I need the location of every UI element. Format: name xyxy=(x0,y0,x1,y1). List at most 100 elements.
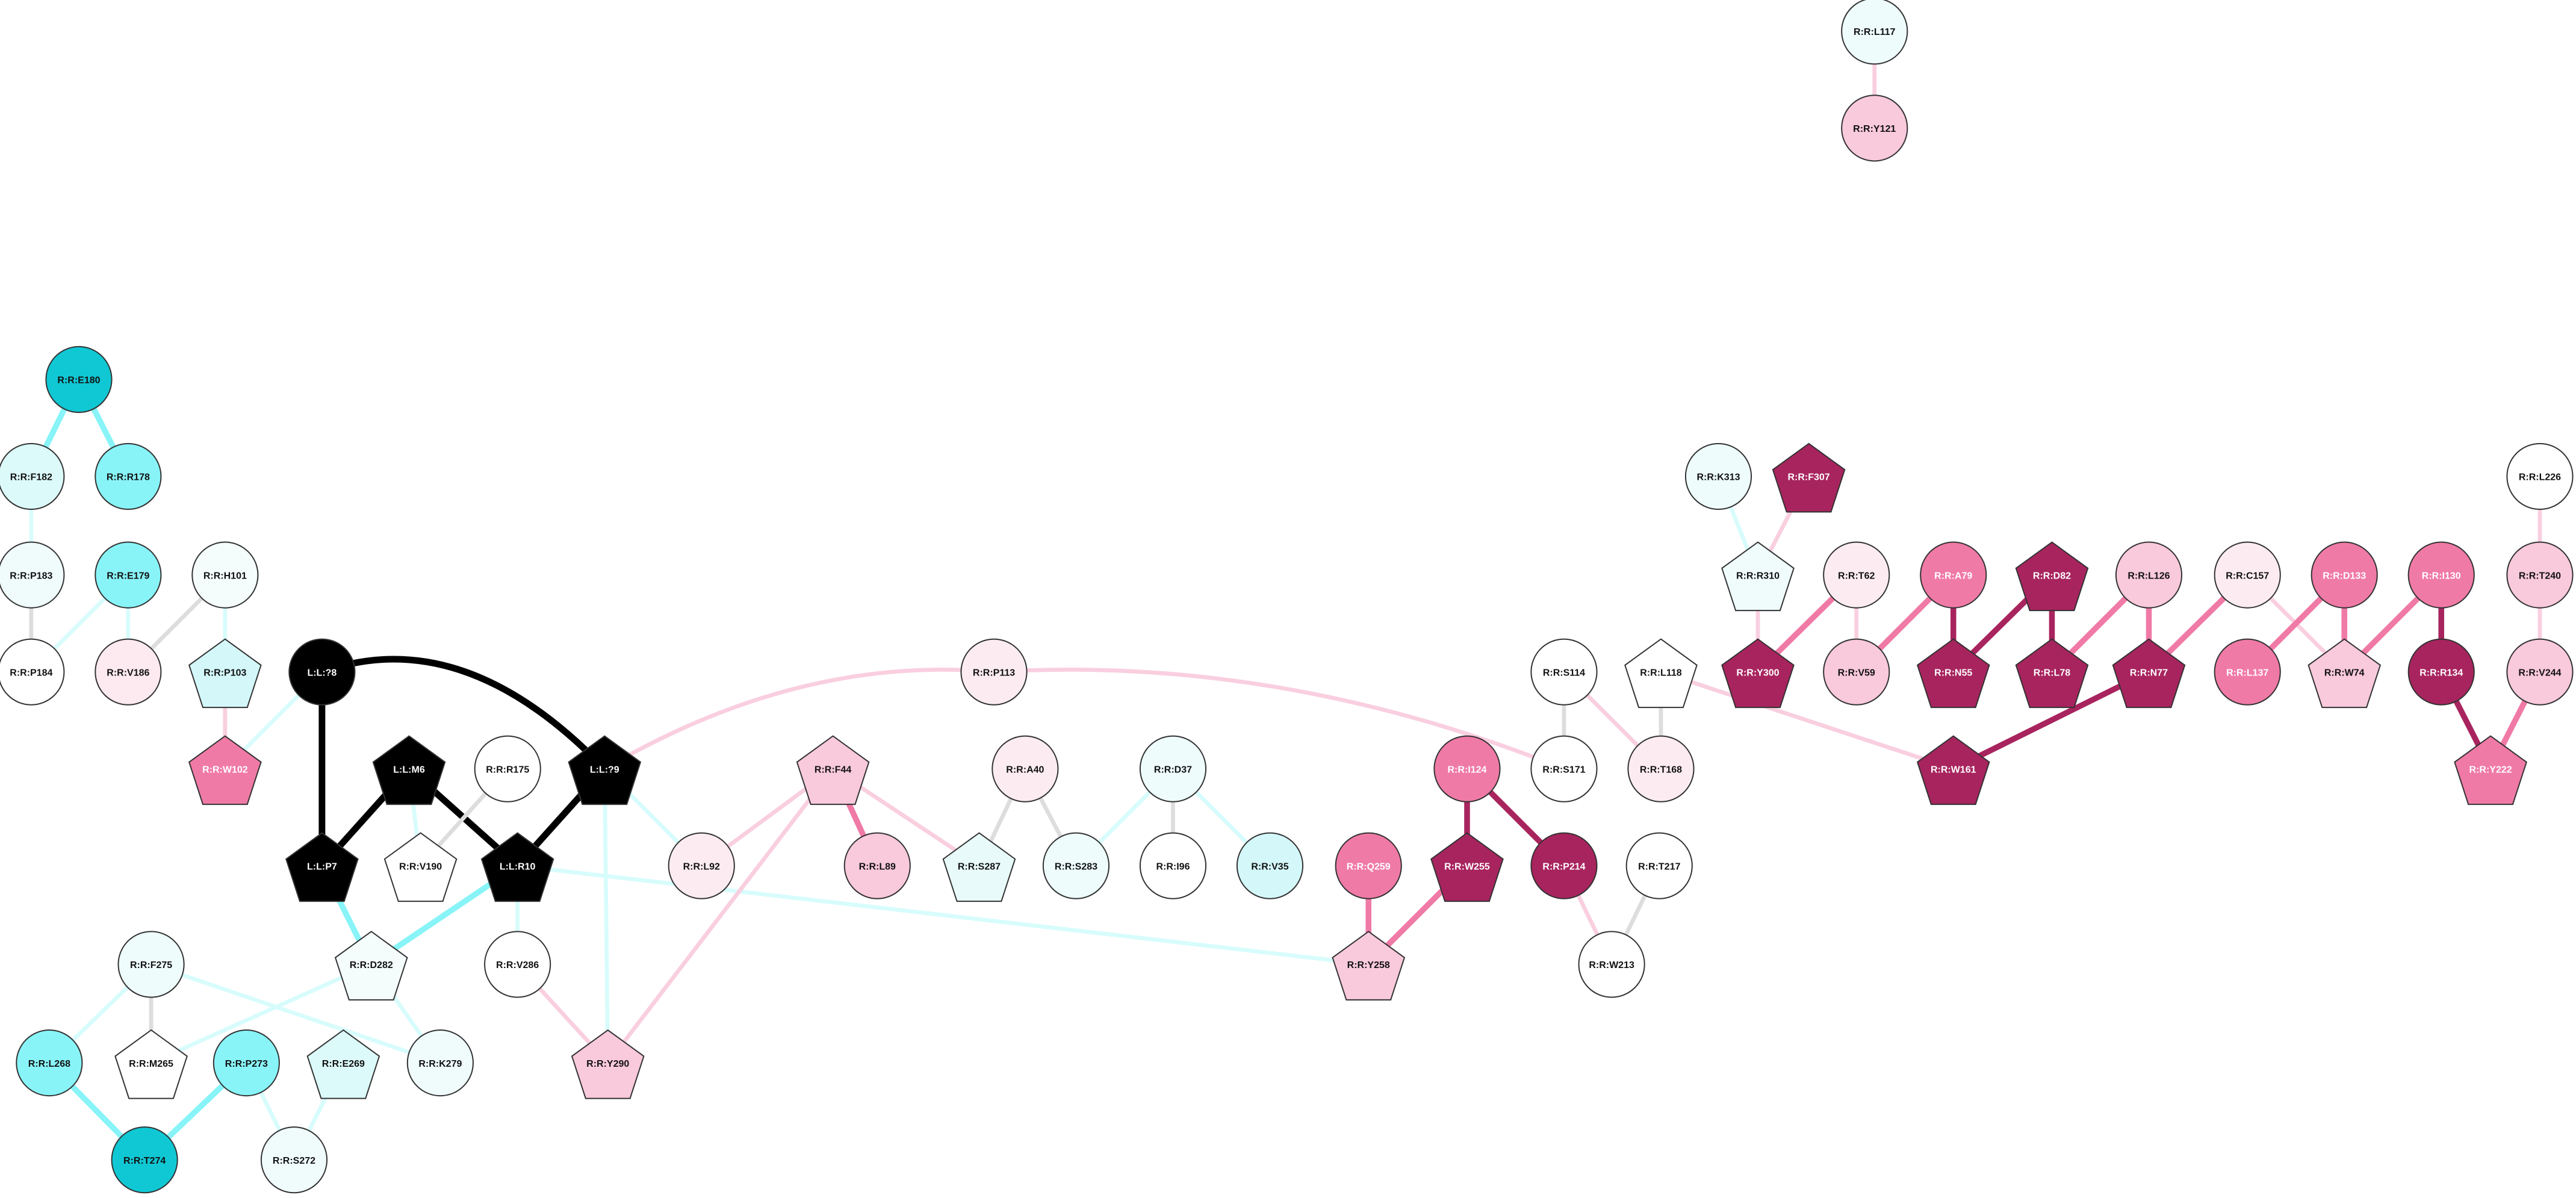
node-shape xyxy=(1684,442,1752,510)
node: R:R:N55 xyxy=(1916,638,1990,709)
node-shape xyxy=(2214,638,2281,706)
node: R:R:L117 xyxy=(1841,0,1908,65)
node: R:R:A79 xyxy=(1920,541,1987,609)
node-shape xyxy=(2407,638,2475,706)
node: R:R:D82 xyxy=(2015,541,2089,612)
node-label: R:R:A79 xyxy=(1934,571,1972,581)
node-label: R:R:L118 xyxy=(1640,668,1681,678)
node-label: R:R:F307 xyxy=(1787,473,1830,483)
node: L:L:?9 xyxy=(568,735,642,805)
node-label: R:R:K279 xyxy=(418,1059,462,1069)
node: R:R:P184 xyxy=(0,638,65,706)
node: R:R:W255 xyxy=(1430,832,1504,902)
node: R:R:C157 xyxy=(2214,541,2281,609)
node-label: R:R:L89 xyxy=(859,861,896,872)
node-label: R:R:Y121 xyxy=(1853,124,1896,134)
node-shape xyxy=(191,541,259,609)
node-label: R:R:R310 xyxy=(1736,571,1780,581)
node-shape xyxy=(1139,832,1207,899)
node-label: L:L:R10 xyxy=(500,861,536,872)
node-shape xyxy=(571,1029,645,1099)
node: R:R:L92 xyxy=(668,832,735,899)
node: R:R:P214 xyxy=(1530,832,1598,899)
node-shape xyxy=(2454,735,2527,805)
node-shape xyxy=(406,1029,474,1097)
node-shape xyxy=(2311,541,2378,609)
node: R:R:V59 xyxy=(1823,638,1890,706)
node-shape xyxy=(1823,638,1890,706)
node-label: R:R:L92 xyxy=(683,861,720,872)
node-shape xyxy=(843,832,911,899)
node-shape xyxy=(796,735,870,805)
node-label: R:R:L117 xyxy=(1854,27,1895,37)
node-shape xyxy=(1721,541,1795,612)
node-label: R:R:P183 xyxy=(10,571,52,581)
node-label: R:R:E269 xyxy=(322,1059,365,1069)
node: R:R:P103 xyxy=(188,638,262,709)
node-label: L:L:P7 xyxy=(307,861,337,872)
node-label: R:R:V59 xyxy=(1838,668,1875,678)
node: R:R:A40 xyxy=(992,735,1059,802)
node: R:R:P273 xyxy=(213,1029,280,1097)
node: R:R:Y258 xyxy=(1332,931,1406,1001)
node-shape xyxy=(117,931,185,998)
node-label: R:R:E179 xyxy=(107,571,149,581)
node-shape xyxy=(1042,832,1110,899)
node-label: R:R:T168 xyxy=(1640,765,1682,775)
node: R:R:T62 xyxy=(1823,541,1890,609)
node-label: R:R:L226 xyxy=(2519,473,2561,483)
node-shape xyxy=(2015,541,2089,612)
node-shape xyxy=(45,346,113,413)
node: R:R:D37 xyxy=(1139,735,1207,802)
node-label: R:R:N77 xyxy=(2130,668,2168,678)
node-shape xyxy=(960,638,1028,706)
node-shape xyxy=(95,442,162,510)
node: R:R:H101 xyxy=(191,541,259,609)
node-label: R:R:I130 xyxy=(2422,571,2461,581)
node-shape xyxy=(213,1029,280,1097)
node-shape xyxy=(568,735,642,805)
node: R:R:S283 xyxy=(1042,832,1110,899)
node-shape xyxy=(1530,638,1598,706)
node-shape xyxy=(95,541,162,609)
node-shape xyxy=(1578,931,1645,998)
node: R:R:V190 xyxy=(383,832,458,902)
node-label: R:R:H101 xyxy=(203,571,247,581)
node-shape xyxy=(288,638,356,706)
node: R:R:V186 xyxy=(95,638,162,706)
node: R:R:L126 xyxy=(2115,541,2183,609)
node: R:R:L78 xyxy=(2015,638,2089,709)
node-label: R:R:W102 xyxy=(202,765,248,775)
node-label: R:R:V186 xyxy=(107,668,149,678)
node-label: R:R:I96 xyxy=(1156,861,1190,872)
node: R:R:I96 xyxy=(1139,832,1207,899)
node: R:R:Y222 xyxy=(2454,735,2527,805)
node-label: R:R:Y290 xyxy=(586,1059,629,1069)
node: R:R:K313 xyxy=(1684,442,1752,510)
node: R:R:D133 xyxy=(2311,541,2378,609)
node-label: L:L:M6 xyxy=(393,765,425,775)
node-shape xyxy=(188,638,262,709)
node-label: R:R:C157 xyxy=(2226,571,2269,581)
node: R:R:V286 xyxy=(484,931,551,998)
node-label: R:R:F275 xyxy=(130,960,172,970)
node-label: R:R:L126 xyxy=(2128,571,2170,581)
node-shape xyxy=(260,1126,328,1194)
node-shape xyxy=(2407,541,2475,609)
node-label: R:R:V35 xyxy=(1251,861,1288,872)
node: R:R:L268 xyxy=(16,1029,83,1097)
node-shape xyxy=(1625,832,1693,899)
node: R:R:T274 xyxy=(111,1126,178,1194)
edge xyxy=(606,766,835,1066)
node-label: R:R:Y258 xyxy=(1347,960,1390,970)
node: R:R:K279 xyxy=(406,1029,474,1097)
node: R:R:V35 xyxy=(1236,832,1304,899)
node: R:R:D282 xyxy=(334,931,408,1001)
node-label: R:R:M265 xyxy=(129,1059,173,1069)
node-shape xyxy=(1841,0,1908,65)
node-label: R:R:D133 xyxy=(2323,571,2366,581)
node-shape xyxy=(1721,638,1795,709)
node-label: R:R:L137 xyxy=(2226,668,2268,678)
node-label: R:R:Q259 xyxy=(1347,861,1391,872)
